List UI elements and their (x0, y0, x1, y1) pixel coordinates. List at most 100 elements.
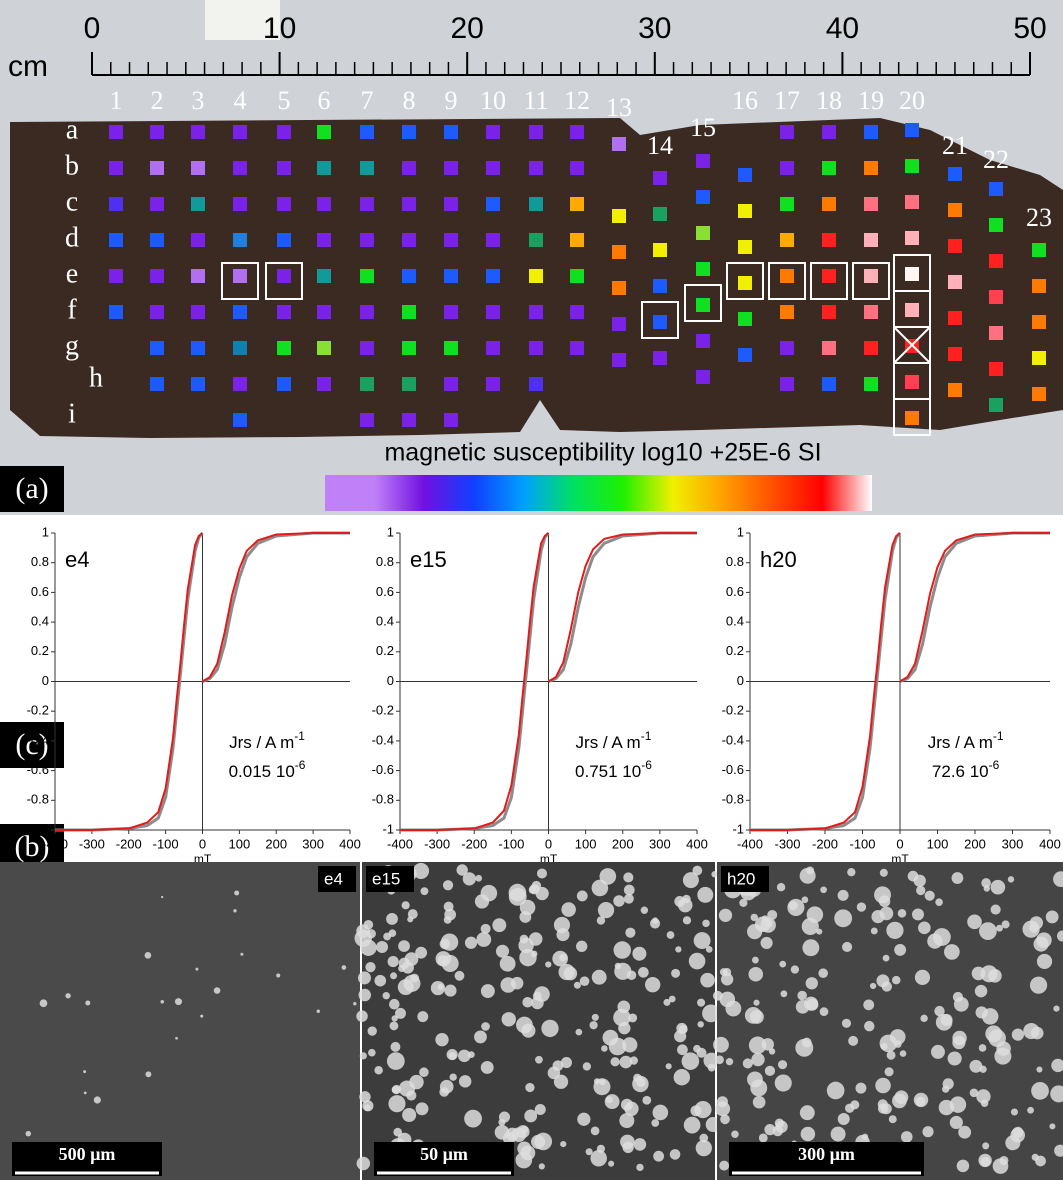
susceptibility-cell (109, 233, 123, 247)
particle (673, 1069, 691, 1086)
particle (83, 1070, 87, 1074)
susceptibility-cell (277, 305, 291, 319)
susceptibility-cell (150, 305, 164, 319)
susceptibility-cell (780, 125, 794, 139)
particle (652, 1104, 669, 1121)
susceptibility-cell (905, 195, 919, 209)
particle (374, 1066, 383, 1075)
susceptibility-cell (444, 341, 458, 355)
susceptibility-cell (529, 377, 543, 391)
particle (651, 1119, 660, 1127)
particle (996, 924, 1003, 932)
particle (930, 1044, 945, 1059)
susceptibility-cell (696, 298, 710, 312)
particle (982, 1142, 990, 1150)
susceptibility-cell (277, 161, 291, 175)
result-text: 0.015 10 (229, 762, 295, 781)
particle (697, 998, 706, 1007)
particle (886, 921, 904, 939)
susceptibility-cell (948, 347, 962, 361)
particle (760, 917, 776, 933)
susceptibility-cell (696, 334, 710, 348)
susceptibility-cell (191, 161, 205, 175)
particle (779, 960, 787, 968)
particle (391, 1084, 402, 1095)
particle (462, 872, 476, 886)
column-label: 8 (403, 86, 416, 115)
particle (932, 928, 951, 946)
column-label: 20 (899, 86, 925, 115)
particle (613, 1008, 631, 1027)
highlight-box (893, 398, 931, 436)
x-tick-label: 400 (686, 836, 708, 851)
particle (695, 1139, 712, 1157)
column-label: 16 (732, 86, 758, 115)
particle (1049, 1123, 1056, 1130)
susceptibility-cell (191, 233, 205, 247)
particle (39, 999, 48, 1008)
particle (374, 974, 387, 987)
susceptibility-cell (696, 154, 710, 168)
particle (538, 1163, 545, 1170)
particle (806, 906, 824, 923)
particle (1056, 930, 1063, 942)
susceptibility-cell (948, 275, 962, 289)
x-tick-label: -100 (153, 836, 179, 851)
susceptibility-cell (905, 375, 919, 389)
particle (599, 868, 617, 885)
susceptibility-cell (191, 341, 205, 355)
particle (390, 1041, 401, 1052)
particle (1001, 920, 1010, 929)
particle (949, 1115, 963, 1130)
particle (387, 955, 399, 968)
particle (1053, 1005, 1060, 1012)
particle (364, 1104, 371, 1111)
curve (547, 532, 697, 683)
susceptibility-cell (696, 190, 710, 204)
particle (449, 1073, 457, 1081)
particle (519, 934, 529, 944)
particle (981, 1008, 999, 1025)
particle (886, 1050, 896, 1060)
particle (751, 1052, 765, 1067)
colorbar-title: magnetic susceptibility log10 +25E-6 SI (384, 439, 821, 467)
susceptibility-cell (529, 125, 543, 139)
particle (316, 1009, 320, 1013)
x-tick-label: 0 (896, 836, 903, 851)
sample-label: e4 (65, 547, 89, 572)
particle (624, 1101, 639, 1116)
particle (174, 998, 182, 1006)
susceptibility-cell (360, 305, 374, 319)
highlight-box (265, 262, 303, 300)
column-label: 1 (110, 86, 123, 115)
particle (614, 962, 622, 970)
particle (439, 938, 451, 950)
particle (632, 1075, 649, 1093)
column-label: 22 (983, 145, 1009, 174)
particle (881, 981, 893, 992)
y-tick-label: -0.8 (27, 792, 49, 807)
particle (341, 965, 347, 970)
susceptibility-cell (233, 341, 247, 355)
susceptibility-cell (277, 233, 291, 247)
particle (553, 916, 571, 933)
particle (800, 1126, 816, 1142)
particle (629, 1056, 638, 1065)
susceptibility-cell (150, 161, 164, 175)
y-tick-label: 1 (737, 524, 744, 539)
particle (1029, 976, 1048, 994)
particle (900, 1131, 913, 1143)
particle (541, 1019, 559, 1038)
annotation-sup: -1 (641, 729, 652, 743)
susceptibility-cell (402, 161, 416, 175)
susceptibility-cell (444, 305, 458, 319)
particle (981, 878, 991, 888)
particle (891, 975, 901, 985)
particle (703, 1052, 720, 1069)
susceptibility-cell (822, 341, 836, 355)
particle (499, 955, 516, 972)
sem-image (0, 862, 360, 1180)
particle (444, 984, 457, 997)
particle (480, 923, 491, 934)
particle (697, 886, 714, 903)
